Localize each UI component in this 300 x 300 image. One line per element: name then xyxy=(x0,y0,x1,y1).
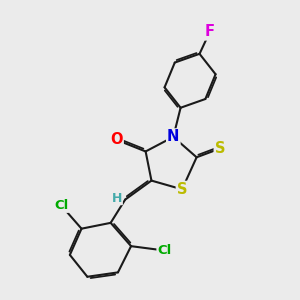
Text: H: H xyxy=(112,192,122,205)
Text: Cl: Cl xyxy=(54,199,68,212)
Text: F: F xyxy=(205,25,215,40)
Text: N: N xyxy=(167,129,179,144)
Text: O: O xyxy=(110,132,123,147)
Text: S: S xyxy=(177,182,187,197)
Text: S: S xyxy=(215,141,225,156)
Text: Cl: Cl xyxy=(158,244,172,257)
